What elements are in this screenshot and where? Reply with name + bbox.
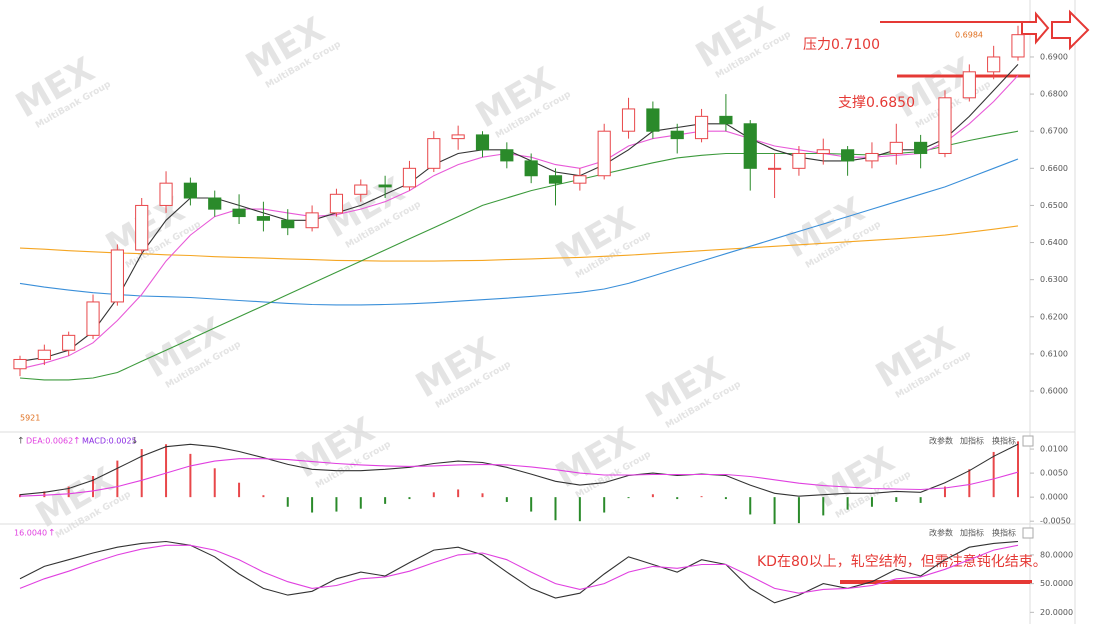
candle-body	[670, 130, 684, 140]
candle-body	[427, 138, 441, 169]
candle-body	[816, 149, 830, 154]
line	[19, 225, 1019, 262]
candle-body	[451, 134, 465, 140]
line	[19, 540, 1019, 604]
y-tick-label: 0.6900	[1040, 52, 1068, 61]
candle-body	[914, 141, 928, 154]
resistance-label: 压力0.7100	[803, 37, 880, 53]
indicator-label: DEA:0.0062	[26, 437, 73, 446]
candle-body	[135, 204, 149, 251]
button[interactable]: 换指标	[992, 436, 1016, 446]
candle-body	[719, 115, 733, 125]
y-tick-label: 80.0000	[1040, 550, 1073, 559]
y-tick-label: -0.0050	[1040, 517, 1071, 526]
close-button[interactable]	[1022, 435, 1034, 447]
candle-body	[865, 152, 879, 162]
kd-note: KD在80以上，轧空结构，但需注意钝化结束。	[757, 553, 1047, 570]
y-tick-label: 0.0000	[1040, 493, 1068, 502]
candle-body	[475, 134, 490, 151]
close-button[interactable]	[1022, 527, 1034, 539]
candle-body	[694, 115, 709, 140]
candle-body	[500, 149, 514, 162]
low-label: 5921	[20, 414, 40, 423]
candle-body	[841, 149, 855, 162]
candle-body	[402, 167, 417, 188]
support-label: 支撑0.6850	[838, 95, 915, 111]
arrow-icon: ↓	[131, 437, 139, 447]
y-tick-label: 0.6800	[1040, 90, 1068, 99]
indicator-label: MACD:0.0025	[82, 437, 137, 446]
candle-body	[256, 216, 270, 221]
line	[19, 443, 1019, 497]
y-tick-label: 50.0000	[1040, 579, 1073, 588]
line	[19, 544, 1019, 594]
y-tick-label: 20.0000	[1040, 608, 1073, 617]
candle-body	[548, 175, 563, 184]
candle-body	[183, 182, 197, 199]
candle-body	[1011, 34, 1025, 58]
candle-body	[938, 97, 952, 154]
button[interactable]: 改参数	[929, 528, 953, 538]
high-label: 0.6984	[955, 31, 983, 40]
arrow-icon: ↑	[73, 437, 81, 447]
arrow-icon: ↑	[17, 437, 25, 447]
candle-body	[159, 182, 173, 206]
y-tick-label: 0.6100	[1040, 349, 1068, 358]
y-tick-label: 0.6700	[1040, 127, 1068, 136]
line	[19, 458, 1019, 497]
candle-body	[281, 219, 295, 229]
candle-body	[110, 249, 124, 303]
y-tick-label: 0.6200	[1040, 312, 1068, 321]
candle-body	[13, 358, 27, 370]
candle-body	[987, 56, 1001, 73]
button[interactable]: 换指标	[992, 528, 1016, 538]
button[interactable]: 加指标	[960, 528, 984, 538]
candle-body	[524, 160, 538, 177]
y-tick-label: 0.6500	[1040, 201, 1068, 210]
candle-body	[378, 184, 392, 188]
line	[19, 158, 1019, 306]
indicator-label: 16.0040	[14, 529, 47, 538]
candle-body	[208, 197, 222, 210]
button[interactable]: 加指标	[960, 436, 984, 446]
candle-body	[646, 108, 660, 132]
candle-body	[962, 71, 976, 99]
candle-body	[62, 334, 76, 351]
candle-body	[573, 175, 587, 184]
candle-body	[329, 193, 344, 214]
candle-body	[743, 123, 757, 169]
y-tick-label: 0.0050	[1040, 469, 1068, 478]
candle-body	[354, 184, 368, 195]
candle-body	[597, 130, 611, 177]
candle-body	[305, 212, 319, 229]
candle-body	[792, 152, 806, 169]
arrow-icon	[1021, 11, 1050, 45]
y-tick-label: 0.0100	[1040, 445, 1068, 454]
y-tick-label: 0.6600	[1040, 164, 1068, 173]
arrow-icon	[1051, 9, 1090, 51]
candle-body	[768, 167, 782, 170]
plot-area: 0.6900 0.6800 0.6700 0.6600 0.6500 0.6400 0.63…	[13, 25, 1073, 617]
candle-body	[37, 349, 51, 360]
y-tick-label: 0.6000	[1040, 387, 1068, 396]
y-tick-label: 0.6400	[1040, 238, 1068, 247]
arrow-icon: ↑	[48, 529, 56, 539]
candle-body	[621, 108, 636, 132]
candle-body	[232, 208, 246, 218]
candle-body	[889, 141, 903, 154]
y-tick-label: 0.6300	[1040, 275, 1068, 284]
candle-body	[86, 301, 100, 336]
button[interactable]: 改参数	[929, 436, 953, 446]
